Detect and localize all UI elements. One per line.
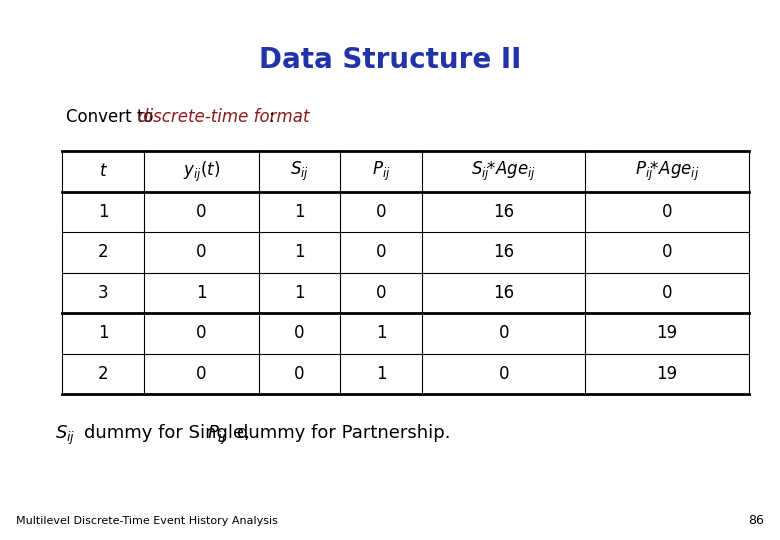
Text: dummy for Single,: dummy for Single, bbox=[84, 424, 256, 442]
Text: 1: 1 bbox=[294, 284, 305, 302]
Text: 1: 1 bbox=[294, 244, 305, 261]
Text: 0: 0 bbox=[662, 284, 672, 302]
Text: 1: 1 bbox=[98, 325, 108, 342]
Text: 16: 16 bbox=[493, 203, 514, 221]
Text: 2: 2 bbox=[98, 244, 108, 261]
Text: 19: 19 bbox=[657, 365, 678, 383]
Text: 19: 19 bbox=[657, 325, 678, 342]
Text: 0: 0 bbox=[196, 203, 207, 221]
Text: 1: 1 bbox=[98, 203, 108, 221]
Text: Multilevel Discrete-Time Event History Analysis: Multilevel Discrete-Time Event History A… bbox=[16, 516, 278, 526]
Text: 86: 86 bbox=[749, 514, 764, 526]
Text: $y_{ij}(t)$: $y_{ij}(t)$ bbox=[183, 159, 220, 184]
Text: 2: 2 bbox=[98, 365, 108, 383]
Text: 0: 0 bbox=[662, 203, 672, 221]
Text: 0: 0 bbox=[196, 325, 207, 342]
Text: 16: 16 bbox=[493, 284, 514, 302]
Text: 1: 1 bbox=[196, 284, 207, 302]
Text: 3: 3 bbox=[98, 284, 108, 302]
Text: 0: 0 bbox=[376, 284, 386, 302]
Text: discrete-time format: discrete-time format bbox=[138, 108, 310, 126]
Text: $t$: $t$ bbox=[99, 163, 108, 180]
Text: 0: 0 bbox=[294, 365, 305, 383]
Text: :: : bbox=[269, 108, 275, 126]
Text: 0: 0 bbox=[376, 203, 386, 221]
Text: 0: 0 bbox=[294, 325, 305, 342]
Text: dummy for Partnership.: dummy for Partnership. bbox=[237, 424, 451, 442]
Text: 0: 0 bbox=[376, 244, 386, 261]
Text: $S_{ij}$: $S_{ij}$ bbox=[290, 160, 309, 183]
Text: $P_{ij}\!\!*\!Age_{ij}$: $P_{ij}\!\!*\!Age_{ij}$ bbox=[635, 160, 699, 183]
Text: 0: 0 bbox=[196, 244, 207, 261]
Text: $S_{ij}\!\!*\!Age_{ij}$: $S_{ij}\!\!*\!Age_{ij}$ bbox=[471, 160, 536, 183]
Text: 0: 0 bbox=[662, 244, 672, 261]
Text: $P_{ij}$: $P_{ij}$ bbox=[372, 160, 390, 183]
Text: 1: 1 bbox=[376, 325, 386, 342]
Text: 16: 16 bbox=[493, 244, 514, 261]
Text: Data Structure II: Data Structure II bbox=[259, 46, 521, 74]
Text: 0: 0 bbox=[196, 365, 207, 383]
Text: 0: 0 bbox=[498, 325, 509, 342]
Text: $S_{ij}$: $S_{ij}$ bbox=[55, 424, 75, 447]
Text: 0: 0 bbox=[498, 365, 509, 383]
Text: 1: 1 bbox=[294, 203, 305, 221]
Text: 1: 1 bbox=[376, 365, 386, 383]
Text: Convert to: Convert to bbox=[66, 108, 159, 126]
Text: $P_{ij}$: $P_{ij}$ bbox=[207, 424, 227, 447]
